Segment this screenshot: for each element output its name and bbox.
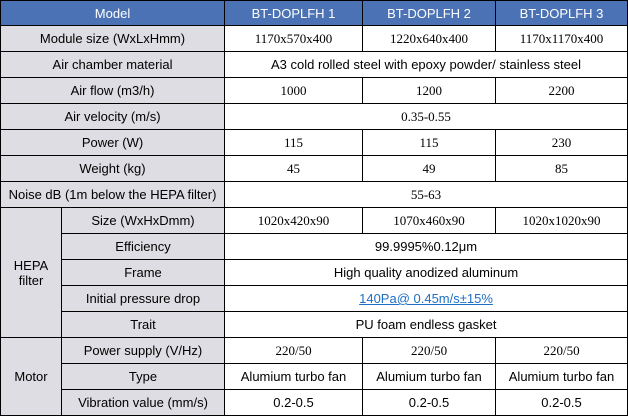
table-row: Weight (kg) 45 49 85 [0, 155, 628, 182]
motor-type-value-2: Alumium turbo fan [362, 363, 497, 390]
frame-value: High quality anodized aluminum [224, 259, 628, 286]
hepa-size-label: Size (WxHxDmm) [60, 207, 226, 234]
noise-label: Noise dB (1m below the HEPA filter) [0, 181, 226, 208]
motor-group-label: Motor [0, 337, 62, 416]
vibration-value-1: 0.2-0.5 [224, 389, 364, 416]
power-supply-value-3: 220/50 [495, 337, 628, 364]
trait-value: PU foam endless gasket [224, 311, 628, 338]
trait-label: Trait [60, 311, 226, 338]
motor-type-label: Type [60, 363, 226, 390]
frame-label: Frame [60, 259, 226, 286]
table-row: Air chamber material A3 cold rolled stee… [0, 51, 628, 78]
weight-value-1: 45 [224, 155, 364, 182]
motor-type-value-1: Alumium turbo fan [224, 363, 364, 390]
table-row: Type Alumium turbo fan Alumium turbo fan… [1, 363, 628, 390]
vibration-label: Vibration value (mm/s) [60, 389, 226, 416]
table-row: Power (W) 115 115 230 [0, 129, 628, 156]
module-size-value-3: 1170x1170x400 [495, 25, 628, 52]
air-flow-label: Air flow (m3/h) [0, 77, 226, 104]
power-supply-value-1: 220/50 [224, 337, 364, 364]
model-3-header: BT-DOPLFH 3 [495, 0, 628, 26]
model-header: Model [0, 0, 226, 26]
air-flow-value-3: 2200 [495, 77, 628, 104]
hepa-size-value-1: 1020x420x90 [224, 207, 364, 234]
table-row: Module size (WxLxHmm) 1170x570x400 1220x… [0, 25, 628, 52]
weight-value-2: 49 [362, 155, 497, 182]
table-row: Motor Power supply (V/Hz) 220/50 220/50 … [0, 337, 628, 416]
power-value-1: 115 [224, 129, 364, 156]
power-value-3: 230 [495, 129, 628, 156]
vibration-value-3: 0.2-0.5 [495, 389, 628, 416]
table-row: Efficiency 99.9995%0.12μm [1, 233, 628, 260]
table-row: Noise dB (1m below the HEPA filter) 55-6… [0, 181, 628, 208]
vibration-value-2: 0.2-0.5 [362, 389, 497, 416]
model-1-header: BT-DOPLFH 1 [224, 0, 364, 26]
hepa-group-label: HEPA filter [0, 207, 62, 338]
header-row: Model BT-DOPLFH 1 BT-DOPLFH 2 BT-DOPLFH … [0, 0, 628, 26]
air-chamber-value: A3 cold rolled steel with epoxy powder/ … [224, 51, 628, 78]
hepa-group-label-line1: HEPA [13, 257, 49, 273]
power-label: Power (W) [0, 129, 226, 156]
table-row: Frame High quality anodized aluminum [1, 259, 628, 286]
table-row: HEPA filter Size (WxHxDmm) 1020x420x90 1… [0, 207, 628, 338]
air-flow-value-1: 1000 [224, 77, 364, 104]
power-supply-label: Power supply (V/Hz) [60, 337, 226, 364]
model-2-header: BT-DOPLFH 2 [362, 0, 497, 26]
hepa-size-value-3: 1020x1020x90 [495, 207, 628, 234]
air-chamber-label: Air chamber material [0, 51, 226, 78]
hepa-size-value-2: 1070x460x90 [362, 207, 497, 234]
table-row: Air flow (m3/h) 1000 1200 2200 [0, 77, 628, 104]
air-velocity-label: Air velocity (m/s) [0, 103, 226, 130]
module-size-value-1: 1170x570x400 [224, 25, 364, 52]
pressure-drop-link[interactable]: 140Pa@ 0.45m/s±15% [359, 291, 493, 306]
air-flow-value-2: 1200 [362, 77, 497, 104]
weight-value-3: 85 [495, 155, 628, 182]
motor-type-value-3: Alumium turbo fan [495, 363, 628, 390]
pressure-drop-cell: 140Pa@ 0.45m/s±15% [224, 285, 628, 312]
module-size-label: Module size (WxLxHmm) [0, 25, 226, 52]
module-size-value-2: 1220x640x400 [362, 25, 497, 52]
weight-label: Weight (kg) [0, 155, 226, 182]
table-row: Vibration value (mm/s) 0.2-0.5 0.2-0.5 0… [1, 389, 628, 416]
pressure-drop-label: Initial pressure drop [60, 285, 226, 312]
efficiency-label: Efficiency [60, 233, 226, 260]
hepa-group-label-line2: filter [18, 272, 44, 288]
air-velocity-value: 0.35-0.55 [224, 103, 628, 130]
table-row: Trait PU foam endless gasket [1, 311, 628, 338]
table-row: Initial pressure drop 140Pa@ 0.45m/s±15% [1, 285, 628, 312]
table-row: Air velocity (m/s) 0.35-0.55 [0, 103, 628, 130]
power-supply-value-2: 220/50 [362, 337, 497, 364]
efficiency-value: 99.9995%0.12μm [224, 233, 628, 260]
noise-value: 55-63 [224, 181, 628, 208]
power-value-2: 115 [362, 129, 497, 156]
